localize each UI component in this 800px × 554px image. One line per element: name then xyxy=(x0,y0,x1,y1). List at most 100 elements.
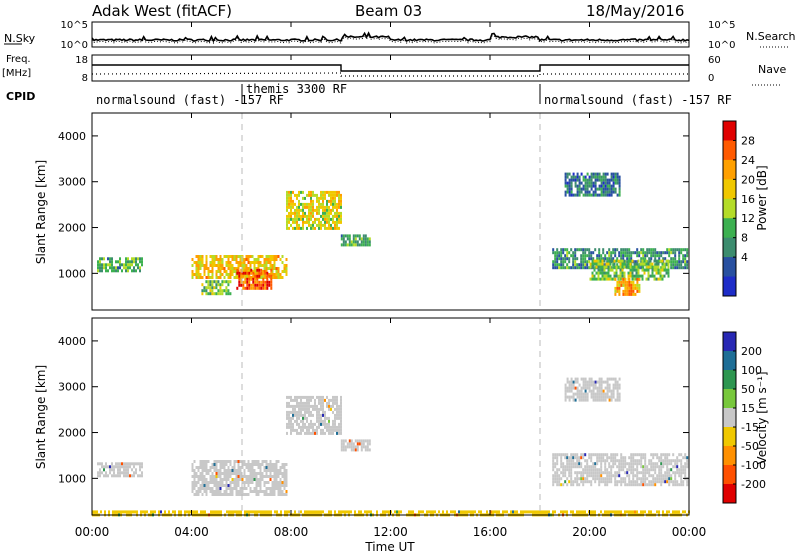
heatmap-cell-power-cells-6 xyxy=(594,266,597,270)
x-tick-label: 00:00 xyxy=(75,525,110,539)
heatmap-cell-vel-cells-6 xyxy=(510,510,512,514)
heatmap-cell-vel-cells-1 xyxy=(237,463,240,466)
heatmap-cell-vel-cells-1 xyxy=(229,463,232,466)
heatmap-cell-power-cells-9 xyxy=(594,190,597,194)
heatmap-cell-power-cells-6 xyxy=(612,248,615,252)
heatmap-cell-power-cells-5 xyxy=(348,243,351,247)
heatmap-cell-power-cells-6 xyxy=(588,248,591,252)
heatmap-cell-power-cells-6 xyxy=(574,248,577,252)
power-ylabel: Slant Range [km] xyxy=(34,160,48,264)
heatmap-cell-vel-cells-0 xyxy=(123,462,125,466)
heatmap-cell-power-cells-9 xyxy=(600,181,603,185)
heatmap-cell-vel-cells-1 xyxy=(223,463,226,466)
heatmap-cell-power-cells-7 xyxy=(641,277,644,281)
heatmap-cell-power-cells-6 xyxy=(556,263,559,267)
heatmap-cell-power-cells-7 xyxy=(605,277,608,281)
heatmap-cell-power-cells-1 xyxy=(221,273,224,276)
heatmap-cell-vel-cells-3 xyxy=(368,448,371,452)
heatmap-cell-vel-cells-4 xyxy=(588,465,591,469)
heatmap-cell-power-cells-4 xyxy=(322,214,324,218)
heatmap-cell-power-cells-4 xyxy=(340,193,342,197)
heatmap-cell-vel-cells-5 xyxy=(616,383,619,387)
heatmap-cell-vel-cells-2 xyxy=(310,413,312,417)
heatmap-cell-vel-cells-4 xyxy=(566,468,569,472)
heatmap-cell-vel-cells-6 xyxy=(640,510,642,514)
heatmap-cell-power-cells-6 xyxy=(572,263,575,267)
nave-trace xyxy=(91,72,689,77)
heatmap-cell-vel-cells-1 xyxy=(219,487,222,490)
heatmap-cell-vel-cells-1 xyxy=(229,484,232,487)
heatmap-cell-vel-cells-2 xyxy=(316,410,318,414)
heatmap-cell-vel-cells-1 xyxy=(229,460,232,463)
heatmap-cell-power-cells-0 xyxy=(119,263,121,267)
heatmap-cell-power-cells-1 xyxy=(197,273,200,276)
heatmap-cell-vel-cells-4 xyxy=(620,468,623,472)
heatmap-cell-power-cells-8 xyxy=(626,283,629,287)
heatmap-cell-power-cells-1 xyxy=(199,273,202,276)
heatmap-cell-vel-cells-1 xyxy=(275,481,278,484)
heatmap-cell-power-cells-2 xyxy=(244,271,247,275)
heatmap-cell-vel-cells-4 xyxy=(586,471,589,475)
heatmap-cell-power-cells-2 xyxy=(266,274,269,278)
heatmap-cell-vel-cells-5 xyxy=(582,386,585,390)
heatmap-cell-vel-cells-3 xyxy=(340,439,343,443)
heatmap-cell-power-cells-2 xyxy=(260,280,263,284)
heatmap-cell-power-cells-1 xyxy=(271,264,274,267)
heatmap-cell-vel-cells-1 xyxy=(273,487,276,490)
heatmap-cell-vel-cells-4 xyxy=(680,462,683,466)
heatmap-cell-vel-cells-6 xyxy=(312,510,314,514)
heatmap-cell-power-cells-9 xyxy=(594,187,597,191)
heatmap-cell-power-cells-9 xyxy=(564,193,567,197)
heatmap-cell-vel-cells-4 xyxy=(636,453,639,457)
heatmap-cell-vel-cells-2 xyxy=(286,410,288,414)
noise-panel: N.Sky 10^5 10^0 10^5 10^0 N.Search xyxy=(4,20,796,51)
heatmap-cell-vel-cells-4 xyxy=(628,462,631,466)
heatmap-cell-vel-cells-2 xyxy=(306,410,308,414)
heatmap-cell-power-cells-1 xyxy=(269,267,272,270)
heatmap-cell-power-cells-6 xyxy=(648,260,651,264)
heatmap-cell-power-cells-4 xyxy=(330,217,332,221)
heatmap-cell-power-cells-9 xyxy=(578,187,581,191)
heatmap-cell-power-cells-1 xyxy=(235,258,238,261)
heatmap-cell-power-cells-8 xyxy=(622,277,625,281)
heatmap-cell-vel-cells-2 xyxy=(322,410,324,414)
heatmap-cell-vel-cells-2 xyxy=(294,407,296,411)
heatmap-cell-vel-cells-2 xyxy=(296,422,298,426)
heatmap-cell-power-cells-5 xyxy=(354,237,357,241)
heatmap-cell-power-cells-6 xyxy=(666,251,669,255)
heatmap-cell-power-cells-1 xyxy=(205,264,208,267)
heatmap-cell-vel-cells-4 xyxy=(640,480,643,484)
heatmap-cell-power-cells-1 xyxy=(225,255,228,258)
heatmap-cell-vel-cells-6 xyxy=(428,510,430,514)
heatmap-cell-vel-cells-1 xyxy=(263,460,266,463)
heatmap-cell-power-cells-1 xyxy=(277,276,280,279)
heatmap-cell-vel-cells-5 xyxy=(614,380,617,384)
heatmap-cell-power-cells-5 xyxy=(362,240,365,244)
heatmap-cell-vel-cells-0 xyxy=(97,474,99,478)
heatmap-cell-vel-cells-4 xyxy=(680,483,683,487)
heatmap-cell-power-cells-9 xyxy=(612,187,615,191)
heatmap-cell-vel-cells-5 xyxy=(582,398,585,402)
heatmap-cell-vel-cells-4 xyxy=(608,462,611,466)
heatmap-cell-power-cells-3 xyxy=(219,292,222,296)
heatmap-cell-power-cells-6 xyxy=(556,251,559,255)
heatmap-cell-vel-cells-4 xyxy=(660,477,663,481)
heatmap-cell-power-cells-3 xyxy=(215,286,218,290)
heatmap-cell-vel-cells-2 xyxy=(298,404,300,408)
heatmap-cell-vel-cells-4 xyxy=(614,474,617,478)
heatmap-cell-power-cells-7 xyxy=(659,259,662,263)
heatmap-cell-vel-cells-4 xyxy=(664,477,667,481)
heatmap-cell-power-cells-7 xyxy=(657,262,660,266)
heatmap-cell-vel-cells-1 xyxy=(253,487,256,490)
heatmap-cell-power-cells-8 xyxy=(614,277,617,281)
heatmap-cell-power-cells-7 xyxy=(603,274,606,278)
heatmap-cell-vel-cells-2 xyxy=(286,413,288,417)
heatmap-cell-vel-cells-4 xyxy=(562,462,565,466)
heatmap-cell-vel-cells-0 xyxy=(101,471,103,475)
heatmap-cell-power-cells-0 xyxy=(141,263,143,267)
heatmap-cell-vel-cells-4 xyxy=(568,474,571,478)
heatmap-cell-vel-cells-1 xyxy=(219,466,222,469)
heatmap-cell-power-cells-1 xyxy=(267,273,270,276)
heatmap-cell-power-cells-1 xyxy=(265,258,268,261)
heatmap-cell-power-cells-4 xyxy=(298,199,300,203)
